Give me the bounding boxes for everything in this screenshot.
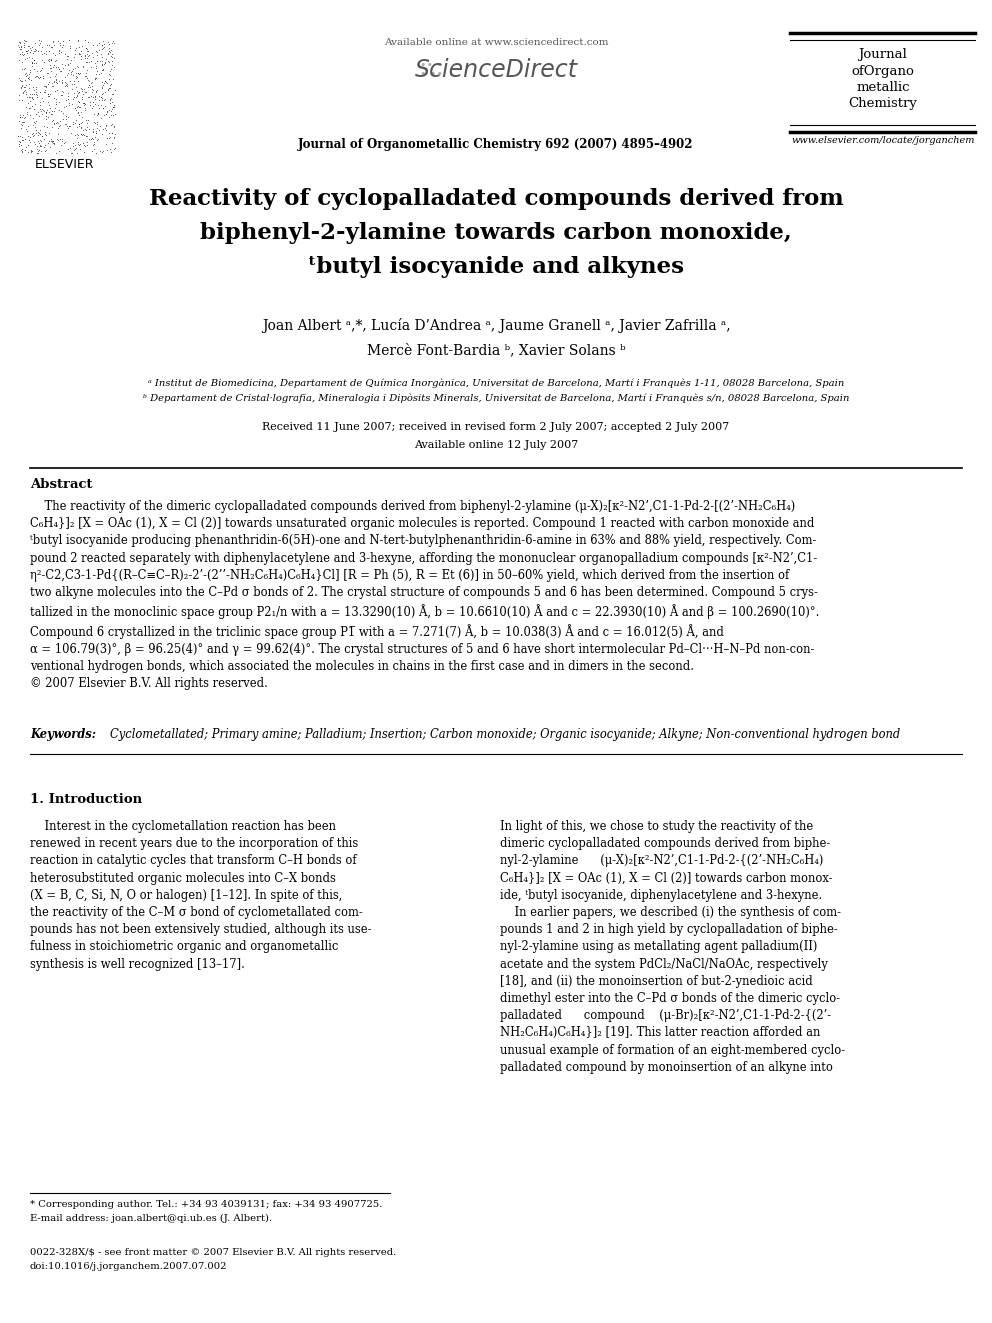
Text: ᵗbutyl isocyanide and alkynes: ᵗbutyl isocyanide and alkynes	[308, 255, 684, 278]
Text: 1. Introduction: 1. Introduction	[30, 792, 142, 806]
Text: Journal
ofOrgano
metallic
Chemistry: Journal ofOrgano metallic Chemistry	[848, 48, 918, 111]
Text: 0022-328X/$ - see front matter © 2007 Elsevier B.V. All rights reserved.: 0022-328X/$ - see front matter © 2007 El…	[30, 1248, 396, 1257]
Text: Joan Albert ᵃ,*, Lucía D’Andrea ᵃ, Jaume Granell ᵃ, Javier Zafrilla ᵃ,: Joan Albert ᵃ,*, Lucía D’Andrea ᵃ, Jaume…	[262, 318, 730, 333]
Text: Available online 12 July 2007: Available online 12 July 2007	[414, 441, 578, 450]
Text: ᵇ Departament de Cristal·lografia, Mineralogia i Dipòsits Minerals, Universitat : ᵇ Departament de Cristal·lografia, Miner…	[143, 394, 849, 404]
Text: The reactivity of the dimeric cyclopalladated compounds derived from biphenyl-2-: The reactivity of the dimeric cyclopalla…	[30, 500, 819, 691]
Text: Received 11 June 2007; received in revised form 2 July 2007; accepted 2 July 200: Received 11 June 2007; received in revis…	[262, 422, 730, 433]
Text: Mercè Font-Bardia ᵇ, Xavier Solans ᵇ: Mercè Font-Bardia ᵇ, Xavier Solans ᵇ	[367, 343, 625, 357]
Text: •• •
• ••: •• • • ••	[420, 60, 443, 79]
Text: Reactivity of cyclopalladated compounds derived from: Reactivity of cyclopalladated compounds …	[149, 188, 843, 210]
Text: Keywords:: Keywords:	[30, 728, 100, 741]
Text: www.elsevier.com/locate/jorganchem: www.elsevier.com/locate/jorganchem	[792, 136, 975, 146]
Text: * Corresponding author. Tel.: +34 93 4039131; fax: +34 93 4907725.: * Corresponding author. Tel.: +34 93 403…	[30, 1200, 382, 1209]
Text: Abstract: Abstract	[30, 478, 92, 491]
Text: ScienceDirect: ScienceDirect	[415, 58, 577, 82]
Text: Interest in the cyclometallation reaction has been
renewed in recent years due t: Interest in the cyclometallation reactio…	[30, 820, 371, 971]
Text: E-mail address: joan.albert@qi.ub.es (J. Albert).: E-mail address: joan.albert@qi.ub.es (J.…	[30, 1215, 272, 1224]
Text: ᵃ Institut de Biomedicina, Departament de Química Inorgànica, Universitat de Bar: ᵃ Institut de Biomedicina, Departament d…	[148, 378, 844, 388]
Text: In light of this, we chose to study the reactivity of the
dimeric cyclopalladate: In light of this, we chose to study the …	[500, 820, 845, 1074]
Text: Available online at www.sciencedirect.com: Available online at www.sciencedirect.co…	[384, 38, 608, 48]
Text: doi:10.1016/j.jorganchem.2007.07.002: doi:10.1016/j.jorganchem.2007.07.002	[30, 1262, 227, 1271]
Text: Cyclometallated; Primary amine; Palladium; Insertion; Carbon monoxide; Organic i: Cyclometallated; Primary amine; Palladiu…	[110, 728, 901, 741]
Text: ELSEVIER: ELSEVIER	[36, 157, 95, 171]
Text: biphenyl-2-ylamine towards carbon monoxide,: biphenyl-2-ylamine towards carbon monoxi…	[200, 222, 792, 243]
Text: Journal of Organometallic Chemistry 692 (2007) 4895–4902: Journal of Organometallic Chemistry 692 …	[299, 138, 693, 151]
